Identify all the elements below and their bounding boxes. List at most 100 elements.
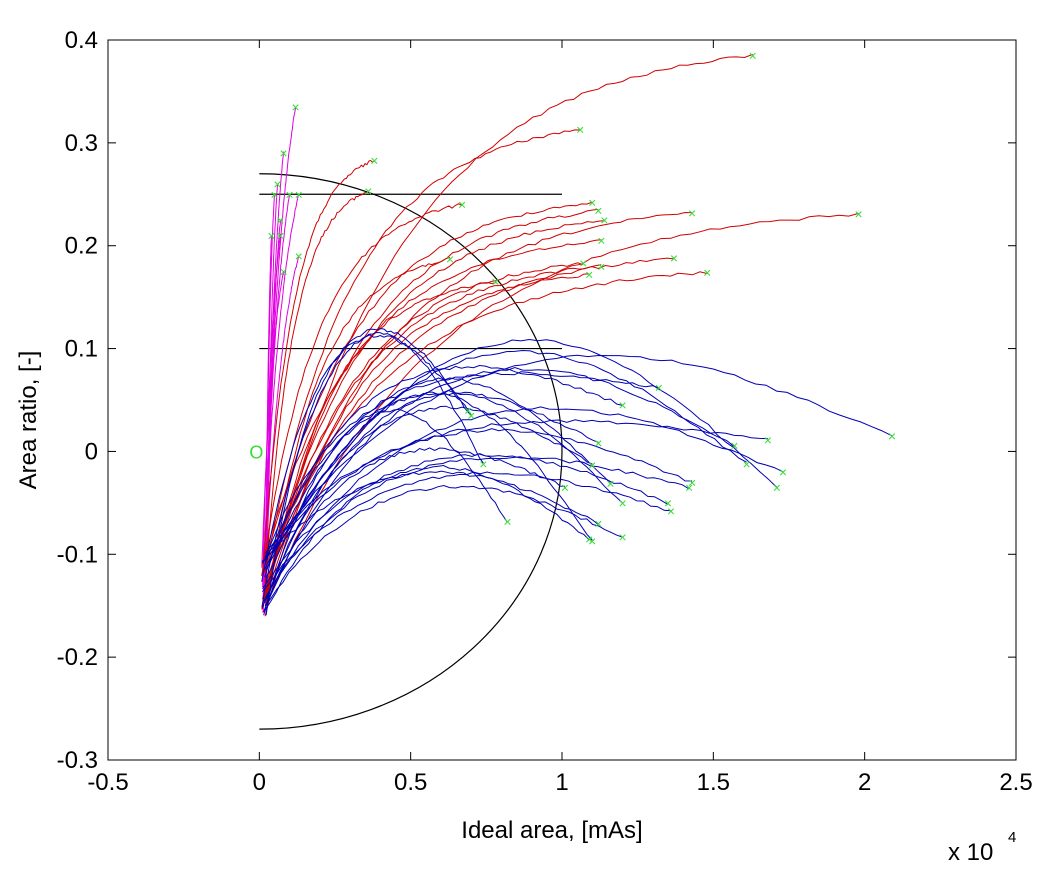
x-multiplier-label: x 10 xyxy=(948,839,993,866)
series-blue-line xyxy=(261,470,599,562)
end-marker: × xyxy=(664,495,672,511)
end-marker: × xyxy=(618,397,626,413)
x-tick-label: 0.5 xyxy=(394,769,427,796)
series-blue-line xyxy=(264,371,660,559)
end-marker: × xyxy=(749,47,757,63)
end-marker: × xyxy=(579,255,587,271)
series-blue-line xyxy=(266,405,593,600)
end-marker: × xyxy=(458,197,466,213)
series-blue-line xyxy=(263,408,508,616)
series-red-line xyxy=(263,211,693,602)
series-red-line xyxy=(264,129,581,572)
series-red-line xyxy=(264,264,602,588)
end-marker: × xyxy=(588,457,596,473)
series-blue-line xyxy=(264,484,623,607)
end-marker: × xyxy=(464,402,472,418)
y-tick-label: -0.2 xyxy=(57,644,98,671)
y-tick-label: 0 xyxy=(85,438,98,465)
y-axis-label: Area ratio, [-] xyxy=(15,351,42,490)
end-marker: × xyxy=(588,533,596,549)
end-marker: × xyxy=(491,274,499,290)
end-marker: × xyxy=(588,195,596,211)
end-marker: × xyxy=(667,503,675,519)
x-tick-label: 2 xyxy=(858,769,871,796)
series-blue-line xyxy=(263,406,784,602)
end-marker: × xyxy=(267,227,275,243)
series-blue-line xyxy=(265,464,590,610)
series-blue-line xyxy=(262,453,669,589)
end-marker: × xyxy=(618,529,626,545)
end-marker: × xyxy=(273,176,281,192)
plot-markers: ×××××××××××××××× ××× × ××× ×× × ××××××××××××× ×… xyxy=(249,47,896,548)
end-marker: × xyxy=(276,212,284,228)
end-marker: × xyxy=(364,183,372,199)
end-marker: × xyxy=(446,251,454,267)
series-blue-line xyxy=(265,389,599,563)
end-marker: × xyxy=(597,233,605,249)
end-marker: × xyxy=(585,531,593,547)
series-blue-line xyxy=(262,354,893,564)
end-marker: × xyxy=(743,456,751,472)
series-blue-line xyxy=(266,456,690,596)
end-marker: × xyxy=(594,435,602,451)
series-blue-line xyxy=(261,332,484,608)
x-tick-label: 2.5 xyxy=(999,769,1032,796)
end-marker: × xyxy=(764,432,772,448)
end-marker: × xyxy=(618,495,626,511)
end-marker: × xyxy=(594,203,602,219)
end-marker: × xyxy=(295,248,303,264)
end-marker: × xyxy=(703,264,711,280)
end-marker: × xyxy=(855,206,863,222)
series-red-line xyxy=(264,53,753,603)
series-magenta xyxy=(261,107,300,615)
end-marker: × xyxy=(606,475,614,491)
end-marker: × xyxy=(688,205,696,221)
end-marker: × xyxy=(773,479,781,495)
series-blue-line xyxy=(265,392,593,578)
end-marker: × xyxy=(730,437,738,453)
y-tick-label: 0.1 xyxy=(65,336,98,363)
end-marker: × xyxy=(888,428,896,444)
series-blue-line xyxy=(263,447,566,611)
end-marker: × xyxy=(670,250,678,266)
series-blue-line xyxy=(264,338,778,570)
end-marker: × xyxy=(597,258,605,274)
x-tick-label: -0.5 xyxy=(87,769,128,796)
x-tick-label: 0 xyxy=(253,769,266,796)
series-red-line xyxy=(261,239,602,564)
series-blue-line xyxy=(263,366,735,613)
series-red-line xyxy=(266,257,451,605)
series-red-line xyxy=(262,159,375,575)
series-red-line xyxy=(261,220,605,610)
end-marker: × xyxy=(688,474,696,490)
end-marker: × xyxy=(576,121,584,137)
end-marker: × xyxy=(286,186,294,202)
series-blue-line xyxy=(265,349,747,570)
end-marker: × xyxy=(585,267,593,283)
end-marker: × xyxy=(270,186,278,202)
x-axis-label: Ideal area, [mAs] xyxy=(461,817,642,844)
end-marker: × xyxy=(279,263,287,279)
end-marker: × xyxy=(276,227,284,243)
y-tick-label: 0.3 xyxy=(65,130,98,157)
end-marker: × xyxy=(370,152,378,168)
end-marker: × xyxy=(561,479,569,495)
end-marker: × xyxy=(279,145,287,161)
series-red-line xyxy=(264,201,593,566)
end-marker: × xyxy=(594,515,602,531)
end-marker: × xyxy=(779,464,787,480)
end-marker: × xyxy=(655,380,663,396)
series-red-line xyxy=(261,208,599,610)
series-blue-line xyxy=(262,392,623,608)
series-blue-line xyxy=(262,428,693,564)
x-tick-label: 1 xyxy=(555,769,568,796)
end-marker: × xyxy=(479,456,487,472)
series-red-line xyxy=(261,203,463,577)
end-marker: × xyxy=(295,186,303,202)
x-multiplier-exponent: 4 xyxy=(1008,829,1016,846)
end-marker: × xyxy=(685,479,693,495)
end-marker: × xyxy=(292,99,300,115)
series-red-line xyxy=(264,212,859,607)
x-tick-label: 1.5 xyxy=(697,769,730,796)
